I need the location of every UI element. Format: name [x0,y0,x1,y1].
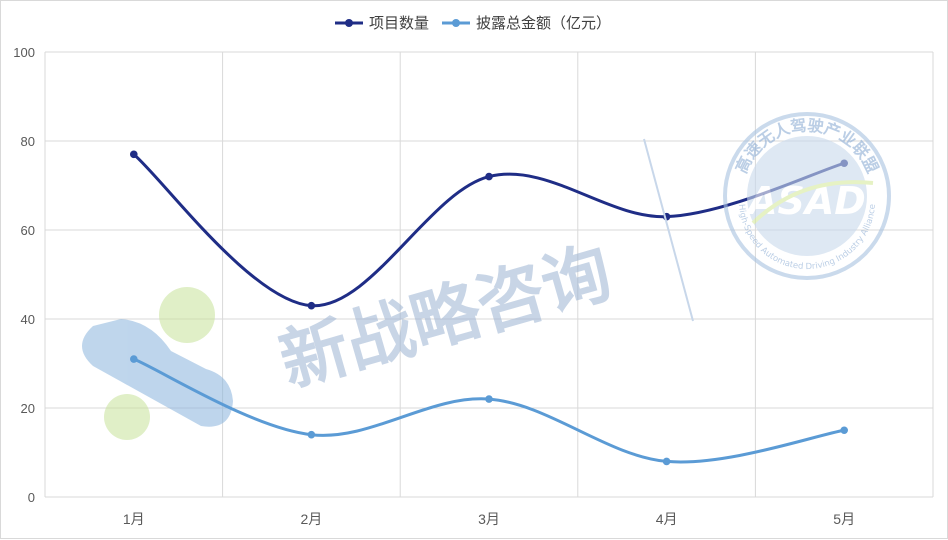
y-tick-label: 0 [28,490,35,505]
data-point [662,457,671,466]
y-tick-label: 20 [21,401,35,416]
data-point [130,355,138,363]
watermark-blobs [82,287,233,440]
watermark-stroke [643,138,694,322]
y-tick-label: 60 [21,223,35,238]
data-point [307,301,316,310]
series-layer [130,150,848,466]
data-point [485,172,493,181]
y-axis-ticks: 0 20 40 60 80 100 [13,45,35,505]
legend-label-series-2: 披露总金额（亿元） [476,15,611,32]
y-tick-label: 40 [21,312,35,327]
x-category-label: 1月 [123,511,145,527]
data-point [130,150,138,159]
data-point [307,430,316,439]
data-point [840,426,848,435]
watermark-seal: 高速无人驾驶产业联盟 High-Speed Automated Driving … [723,112,891,280]
x-category-label: 2月 [301,511,323,527]
series-line-2 [132,357,846,464]
legend: 项目数量 披露总金额（亿元） [335,15,611,32]
legend-label-series-1: 项目数量 [369,15,429,32]
legend-item-series-1: 项目数量 [335,15,429,32]
seal-logo: ASAD [745,179,866,223]
watermark-text: 新战略咨询 [272,233,621,403]
y-tick-label: 100 [13,45,35,60]
series-line-1 [132,152,846,308]
data-point [485,395,493,403]
x-category-label: 5月 [833,511,855,527]
x-category-label: 3月 [478,511,500,527]
legend-item-series-2: 披露总金额（亿元） [442,15,611,32]
x-category-label: 4月 [656,511,678,527]
y-tick-label: 80 [21,134,35,149]
x-axis-categories: 1月 2月 3月 4月 5月 [123,511,855,527]
